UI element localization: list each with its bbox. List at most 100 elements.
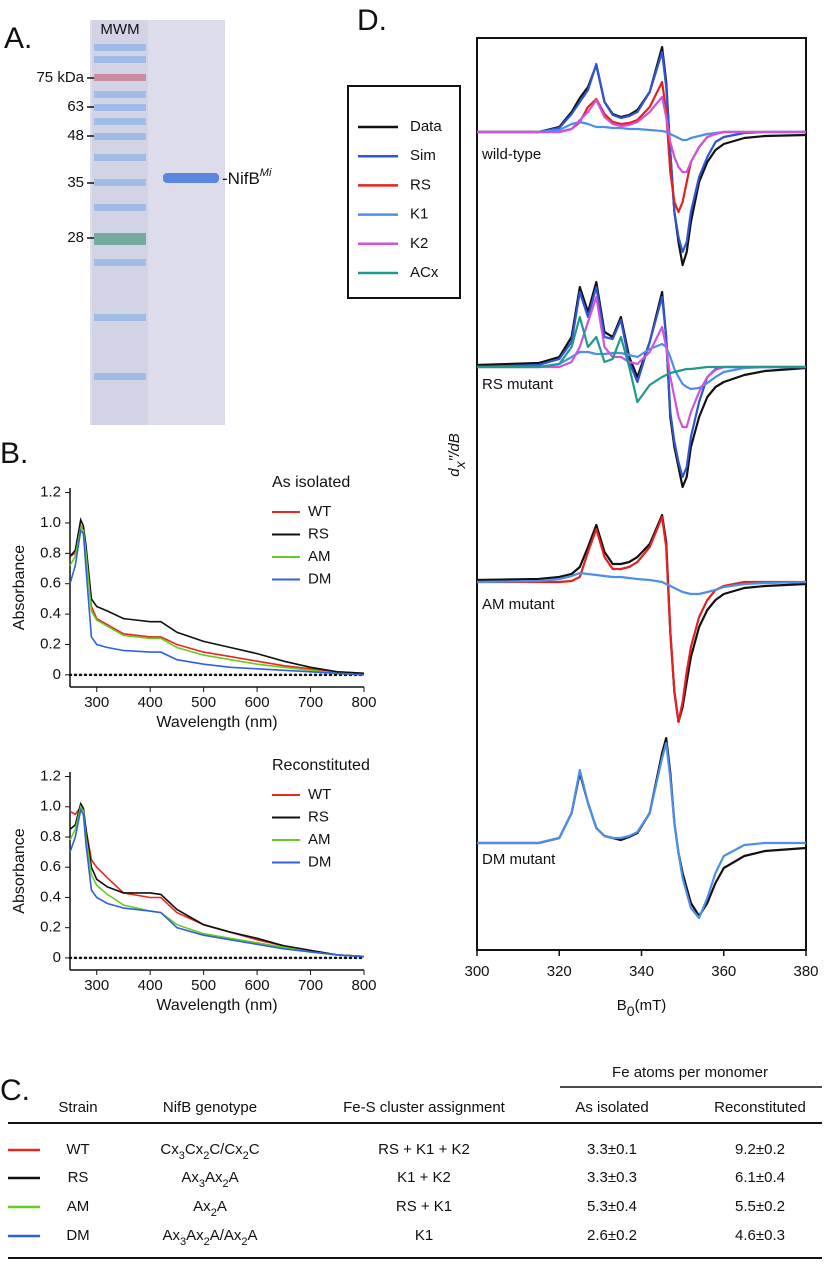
table-cell: RS + K1 [396,1198,452,1215]
table-header: NifB genotype [163,1099,257,1116]
text-part: 3 [179,1150,185,1162]
ladder-band [94,91,146,98]
marker-label: 28 [67,229,84,246]
ladder-band [94,259,146,266]
text-part: Ax [181,1169,199,1186]
x-tick-label: 700 [298,694,323,711]
table-cell: K1 [415,1227,433,1244]
x-tick-label: 400 [138,694,163,711]
x-tick-label: 300 [84,977,109,994]
y-tick-label: 0 [53,666,61,683]
text-part: 3 [180,1236,186,1248]
ladder-band [94,44,146,51]
x-axis-label-rest: (mT) [635,997,667,1014]
x-axis-label: Wavelength (nm) [156,714,277,731]
table-cell: 5.5±0.2 [735,1198,785,1215]
marker-label: 63 [67,98,84,115]
legend-label: WT [308,786,331,803]
series-line [69,517,365,675]
y-tick-label: 1.0 [40,798,61,815]
table-header: As isolated [575,1099,648,1116]
spectrum-line [477,315,806,404]
protein-band [163,173,219,183]
spectrum-line [477,50,806,254]
spectrum-line [477,295,806,429]
x-tick-label: 360 [711,963,736,980]
x-axis-label: B0(mT) [617,997,666,1019]
legend-label: ACx [410,264,439,281]
table-cell: Ax2A [193,1198,227,1219]
legend-title: As isolated [272,474,350,491]
table-cell: Ax3Ax2A [181,1169,238,1190]
x-tick-label: 800 [351,977,376,994]
y-axis-label-sub: x [452,460,468,469]
table-cell: 3.3±0.3 [587,1169,637,1186]
marker-label: 75 kDa [36,69,84,86]
y-axis-label-rest: ′′/dB [446,433,463,461]
y-tick-label: 0.8 [40,544,61,561]
x-tick-label: 500 [191,977,216,994]
table-cell: WT [66,1141,89,1158]
table-cell: 4.6±0.3 [735,1227,785,1244]
table-group-header: Fe atoms per monomer [612,1064,768,1081]
ladder-band [94,133,146,140]
y-tick-label: 0.6 [40,575,61,592]
table-cell: Ax3Ax2A/Ax2A [162,1227,257,1248]
x-tick-label: 400 [138,977,163,994]
series-line [69,805,365,958]
legend-label: RS [410,176,431,193]
x-tick-label: 340 [629,963,654,980]
series-line [69,804,365,958]
table-cell: AM [67,1198,90,1215]
spectrum-line [477,741,806,920]
y-tick-label: 0.8 [40,828,61,845]
ladder-band [94,314,146,321]
y-axis-label: dx′′/dB [446,433,468,476]
text-part: A [217,1198,227,1215]
x-tick-label: 300 [464,963,489,980]
ladder-band [94,373,146,380]
legend-label: Data [410,118,442,135]
y-tick-label: 1.2 [40,768,61,785]
y-tick-label: 0.4 [40,888,61,905]
table-header: Fe-S cluster assignment [343,1099,506,1116]
text-part: A/Ax [210,1227,242,1244]
text-part: Ax [193,1198,211,1215]
ladder-band [94,154,146,161]
series-line [69,528,365,676]
ladder-band [94,233,146,245]
spectrum-label: AM mutant [482,596,555,613]
spectrum-line [477,515,806,724]
band-label: -NifBMi [222,167,272,189]
text-part: 2 [203,1150,209,1162]
y-tick-label: 1.0 [40,514,61,531]
x-tick-label: 600 [245,977,270,994]
text-part: 2 [243,1150,249,1162]
marker-label: 48 [67,127,84,144]
y-tick-label: 0.4 [40,605,61,622]
panel-label: A. [4,22,32,55]
y-tick-label: 0.2 [40,919,61,936]
ladder-band [94,74,146,81]
plot-frame [476,37,807,951]
table-cell: 3.3±0.1 [587,1141,637,1158]
y-tick-label: 0.6 [40,858,61,875]
legend-label: DM [308,853,331,870]
legend-label: AM [308,831,331,848]
text-part: C/Cx [209,1141,243,1158]
legend-box [347,85,461,299]
table-cell: DM [66,1227,89,1244]
text-part: Ax [186,1227,204,1244]
table-cell: Cx3Cx2C/Cx2C [160,1141,259,1162]
legend-label: Sim [410,147,436,164]
text-part: 2 [223,1178,229,1190]
spectrum-line [477,342,806,391]
text-part: A [229,1169,239,1186]
text-part: C [249,1141,260,1158]
table-cell: 6.1±0.4 [735,1169,785,1186]
table-cell: 2.6±0.2 [587,1227,637,1244]
x-tick-label: 300 [84,694,109,711]
text-part: Cx [185,1141,204,1158]
spectrum-line [476,513,807,724]
